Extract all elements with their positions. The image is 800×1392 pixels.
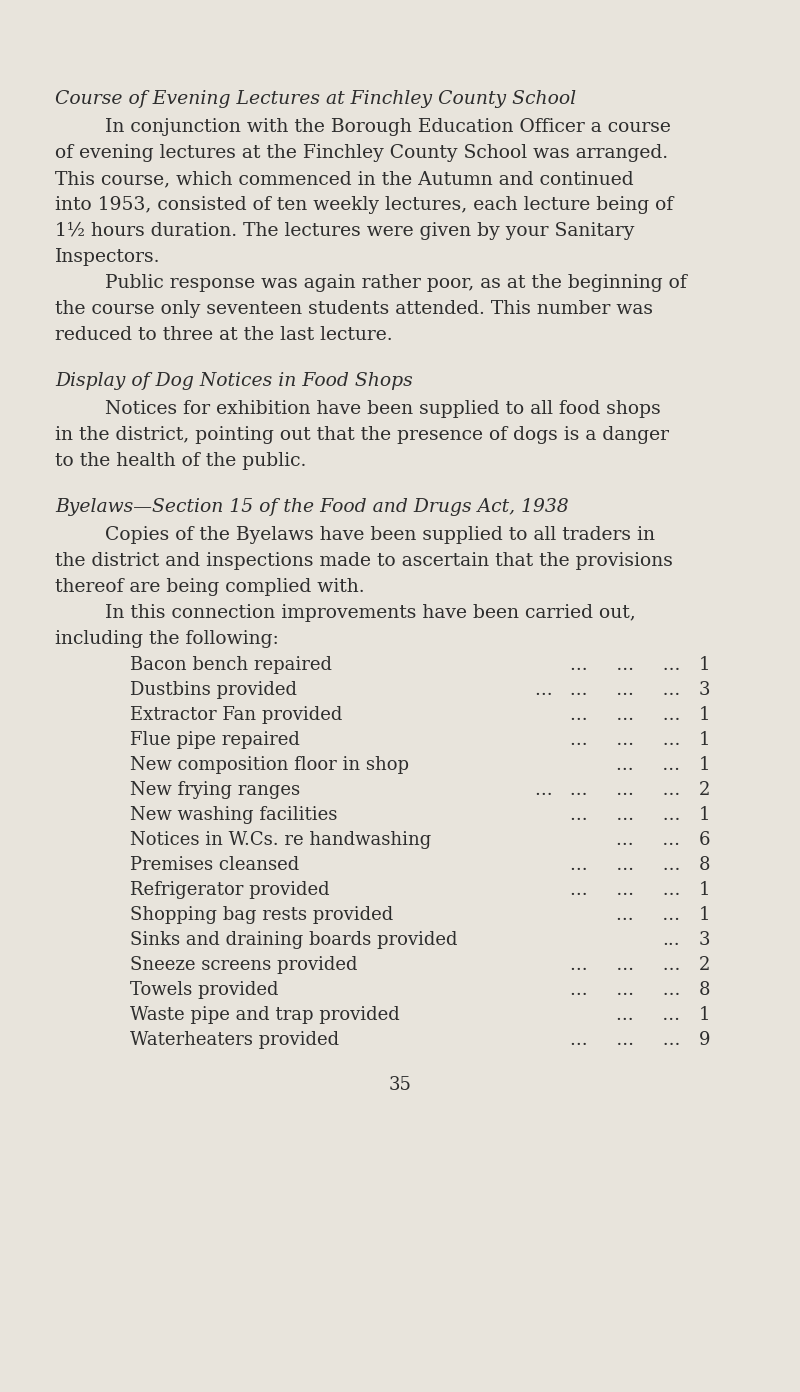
Text: including the following:: including the following: <box>55 631 278 649</box>
Text: Display of Dog Notices in Food Shops: Display of Dog Notices in Food Shops <box>55 372 413 390</box>
Text: Public response was again rather poor, as at the beginning of: Public response was again rather poor, a… <box>105 274 686 292</box>
Text: Course of Evening Lectures at Finchley County School: Course of Evening Lectures at Finchley C… <box>55 90 576 109</box>
Text: 1: 1 <box>698 656 710 674</box>
Text: Bacon bench repaired: Bacon bench repaired <box>130 656 332 674</box>
Text: New washing facilities: New washing facilities <box>130 806 338 824</box>
Text: ...     ...: ... ... <box>616 906 680 924</box>
Text: 35: 35 <box>389 1076 411 1094</box>
Text: Flue pipe repaired: Flue pipe repaired <box>130 731 300 749</box>
Text: In this connection improvements have been carried out,: In this connection improvements have bee… <box>105 604 636 622</box>
Text: thereof are being complied with.: thereof are being complied with. <box>55 578 365 596</box>
Text: 3: 3 <box>698 931 710 949</box>
Text: ...     ...     ...: ... ... ... <box>570 856 680 874</box>
Text: ...     ...     ...: ... ... ... <box>570 731 680 749</box>
Text: In conjunction with the Borough Education Officer a course: In conjunction with the Borough Educatio… <box>105 118 671 136</box>
Text: the course only seventeen students attended. This number was: the course only seventeen students atten… <box>55 301 653 317</box>
Text: Refrigerator provided: Refrigerator provided <box>130 881 330 899</box>
Text: Inspectors.: Inspectors. <box>55 248 161 266</box>
Text: reduced to three at the last lecture.: reduced to three at the last lecture. <box>55 326 393 344</box>
Text: Towels provided: Towels provided <box>130 981 278 999</box>
Text: the district and inspections made to ascertain that the provisions: the district and inspections made to asc… <box>55 553 673 569</box>
Text: 2: 2 <box>698 956 710 974</box>
Text: Waterheaters provided: Waterheaters provided <box>130 1031 339 1050</box>
Text: Notices in W.Cs. re handwashing: Notices in W.Cs. re handwashing <box>130 831 431 849</box>
Text: ...   ...     ...     ...: ... ... ... ... <box>534 681 680 699</box>
Text: New frying ranges: New frying ranges <box>130 781 300 799</box>
Text: ...     ...     ...: ... ... ... <box>570 706 680 724</box>
Text: Premises cleansed: Premises cleansed <box>130 856 299 874</box>
Text: ...     ...     ...: ... ... ... <box>570 806 680 824</box>
Text: 1½ hours duration. The lectures were given by your Sanitary: 1½ hours duration. The lectures were giv… <box>55 221 634 239</box>
Text: 2: 2 <box>698 781 710 799</box>
Text: Sneeze screens provided: Sneeze screens provided <box>130 956 358 974</box>
Text: 8: 8 <box>698 981 710 999</box>
Text: ...: ... <box>662 931 680 949</box>
Text: Byelaws—Section 15 of the Food and Drugs Act, 1938: Byelaws—Section 15 of the Food and Drugs… <box>55 498 569 516</box>
Text: Dustbins provided: Dustbins provided <box>130 681 297 699</box>
Text: ...     ...     ...: ... ... ... <box>570 981 680 999</box>
Text: Copies of the Byelaws have been supplied to all traders in: Copies of the Byelaws have been supplied… <box>105 526 655 544</box>
Text: in the district, pointing out that the presence of dogs is a danger: in the district, pointing out that the p… <box>55 426 669 444</box>
Text: to the health of the public.: to the health of the public. <box>55 452 306 470</box>
Text: 1: 1 <box>698 1006 710 1025</box>
Text: This course, which commenced in the Autumn and continued: This course, which commenced in the Autu… <box>55 170 634 188</box>
Text: ...     ...     ...: ... ... ... <box>570 1031 680 1050</box>
Text: ...     ...     ...: ... ... ... <box>570 881 680 899</box>
Text: 3: 3 <box>698 681 710 699</box>
Text: Waste pipe and trap provided: Waste pipe and trap provided <box>130 1006 400 1025</box>
Text: 1: 1 <box>698 706 710 724</box>
Text: 8: 8 <box>698 856 710 874</box>
Text: of evening lectures at the Finchley County School was arranged.: of evening lectures at the Finchley Coun… <box>55 143 668 161</box>
Text: into 1953, consisted of ten weekly lectures, each lecture being of: into 1953, consisted of ten weekly lectu… <box>55 196 674 214</box>
Text: Notices for exhibition have been supplied to all food shops: Notices for exhibition have been supplie… <box>105 400 661 418</box>
Text: ...     ...     ...: ... ... ... <box>570 656 680 674</box>
Text: ...     ...: ... ... <box>616 1006 680 1025</box>
Text: 1: 1 <box>698 806 710 824</box>
Text: New composition floor in shop: New composition floor in shop <box>130 756 409 774</box>
Text: ...     ...: ... ... <box>616 756 680 774</box>
Text: 1: 1 <box>698 756 710 774</box>
Text: 1: 1 <box>698 906 710 924</box>
Text: Shopping bag rests provided: Shopping bag rests provided <box>130 906 394 924</box>
Text: Sinks and draining boards provided: Sinks and draining boards provided <box>130 931 458 949</box>
Text: 1: 1 <box>698 731 710 749</box>
Text: Extractor Fan provided: Extractor Fan provided <box>130 706 342 724</box>
Text: 9: 9 <box>698 1031 710 1050</box>
Text: ...   ...     ...     ...: ... ... ... ... <box>534 781 680 799</box>
Text: ...     ...: ... ... <box>616 831 680 849</box>
Text: ...     ...     ...: ... ... ... <box>570 956 680 974</box>
Text: 1: 1 <box>698 881 710 899</box>
Text: 6: 6 <box>698 831 710 849</box>
